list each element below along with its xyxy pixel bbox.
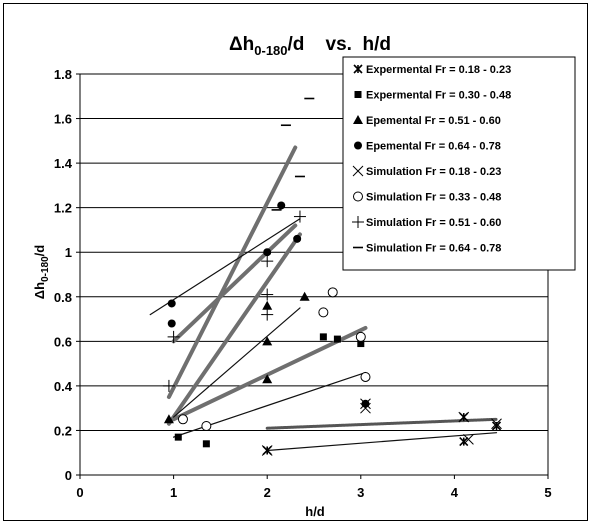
trendline: [166, 232, 302, 426]
legend-label: Simulation Fr = 0.51 - 0.60: [366, 217, 501, 229]
chart-title: Δh0-180/d vs. h/d: [229, 34, 391, 58]
data-point: [318, 307, 329, 318]
legend-label: Epemental Fr = 0.51 - 0.60: [366, 115, 501, 127]
y-tick-label: 1.4: [54, 156, 73, 171]
data-point: [261, 445, 273, 456]
legend-marker: [353, 191, 363, 202]
data-point: [167, 299, 176, 308]
data-point: [463, 434, 474, 445]
data-point: [162, 379, 175, 392]
data-point: [262, 374, 273, 384]
y-tick-label: 1.2: [54, 201, 72, 216]
data-point-layer: [162, 97, 502, 456]
legend-label: Epemental Fr = 0.64 - 0.78: [366, 141, 501, 153]
legend-label: Expermental Fr = 0.30 - 0.48: [366, 90, 511, 102]
data-point: [174, 433, 182, 441]
chart-frame: [3, 3, 588, 521]
legend-marker: [354, 91, 362, 98]
data-point: [202, 440, 210, 448]
y-tick-label: 0.2: [54, 423, 72, 438]
plot-area-border: [79, 73, 549, 476]
data-point: [293, 234, 302, 243]
data-point: [357, 340, 365, 348]
data-point: [201, 420, 212, 431]
data-point: [261, 288, 274, 301]
x-tick-label: 3: [357, 485, 364, 500]
trendline: [266, 432, 498, 452]
data-point: [261, 308, 274, 321]
data-point: [293, 210, 306, 223]
data-point: [261, 255, 274, 268]
legend-box: [342, 56, 576, 271]
x-tick-label: 1: [170, 485, 177, 500]
x-axis-label: h/d: [305, 504, 325, 519]
data-point: [360, 402, 371, 414]
y-axis-label: Δh0-180/d: [32, 245, 51, 299]
x-tick-label: 4: [451, 485, 459, 500]
data-point: [458, 411, 470, 423]
legend-marker: [353, 64, 363, 74]
x-tick-label: 5: [544, 485, 551, 500]
legend-marker: [353, 115, 363, 124]
data-point: [167, 319, 176, 328]
legend-label: Simulation Fr = 0.18 - 0.23: [366, 166, 501, 178]
trendline: [171, 325, 368, 422]
y-tick-label: 1.8: [54, 67, 72, 82]
trendline-layer: [149, 145, 499, 452]
data-point: [167, 330, 180, 343]
x-tick-label: 2: [264, 485, 271, 500]
y-tick-label: 1: [65, 245, 72, 260]
legend-label: Expermental Fr = 0.18 - 0.23: [366, 64, 511, 76]
y-tick-label: 0.4: [54, 379, 73, 394]
data-point: [355, 331, 366, 342]
data-point: [360, 398, 371, 410]
trendline: [173, 307, 301, 418]
y-tick-label: 0.6: [54, 334, 72, 349]
data-point: [319, 333, 327, 341]
data-point: [262, 336, 273, 346]
trendline: [171, 223, 298, 344]
x-tick-label: 0: [76, 485, 83, 500]
legend-marker: [352, 165, 364, 177]
legend-marker: [354, 141, 362, 150]
data-point: [277, 201, 286, 210]
data-point: [177, 414, 188, 425]
trendline: [149, 218, 301, 316]
legend: Expermental Fr = 0.18 - 0.23 Expermental …: [342, 56, 576, 271]
data-point: [163, 414, 174, 424]
y-tick-label: 0: [65, 468, 72, 483]
data-point: [327, 287, 338, 298]
axis-layer: 0 0.2 0.4 0.6 0.8 1 1.2 1.4 1.6 1.8 0 1 2 3 4 5: [54, 67, 552, 500]
data-point: [360, 371, 371, 382]
data-point: [333, 335, 341, 343]
legend-label: Simulation Fr = 0.64 - 0.78: [366, 243, 501, 255]
data-point: [491, 418, 502, 430]
legend-label: Simulation Fr = 0.33 - 0.48: [366, 192, 501, 204]
y-tick-label: 0.8: [54, 290, 72, 305]
trendline: [166, 145, 298, 400]
y-tick-label: 1.6: [54, 112, 72, 127]
data-point: [299, 291, 310, 301]
data-point: [262, 300, 273, 310]
legend-marker: [352, 216, 364, 228]
data-point: [263, 248, 272, 257]
trendline: [265, 417, 499, 430]
